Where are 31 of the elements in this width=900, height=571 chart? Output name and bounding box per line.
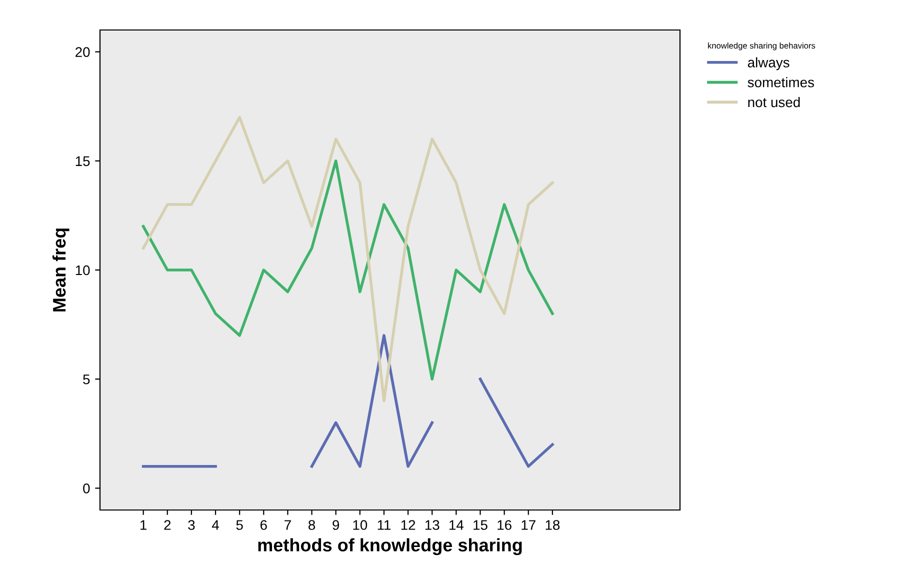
y-tick-label: 0: [83, 484, 90, 494]
x-tick-label: 15: [474, 520, 488, 530]
x-tick-label: 5: [236, 520, 243, 530]
x-tick-label: 14: [450, 520, 464, 530]
x-axis-title: methods of knowledge sharing: [258, 538, 522, 556]
x-tick-label: 13: [425, 520, 440, 530]
x-tick-label: 6: [260, 520, 267, 530]
x-tick-label: 9: [332, 520, 340, 530]
y-tick-label: 10: [76, 265, 90, 276]
x-tick-label: 2: [164, 520, 171, 530]
y-tick-label: 15: [76, 156, 90, 166]
x-tick-label: 4: [212, 520, 219, 530]
x-tick-label: 3: [188, 520, 195, 530]
x-tick-label: 12: [401, 520, 416, 530]
y-tick-label: 20: [76, 47, 90, 57]
y-tick-label: 5: [83, 374, 90, 384]
x-tick-label: 10: [353, 520, 368, 530]
x-tick-label: 18: [546, 520, 560, 530]
x-tick-label: 1: [140, 520, 147, 530]
line-series: [142, 160, 554, 380]
x-tick-label: 17: [522, 520, 536, 530]
line-series: [142, 116, 554, 402]
x-tick-label: 16: [498, 520, 512, 530]
x-tick-label: 8: [308, 520, 316, 530]
x-tick-label: 11: [378, 520, 391, 530]
y-axis-title: Mean freq: [52, 228, 70, 312]
legend-label: sometimes: [748, 77, 814, 88]
x-tick-label: 7: [284, 520, 291, 530]
legend-label: always: [748, 57, 790, 70]
legend-title: knowledge sharing behaviors: [708, 42, 816, 50]
legend-label: not used: [748, 96, 800, 108]
